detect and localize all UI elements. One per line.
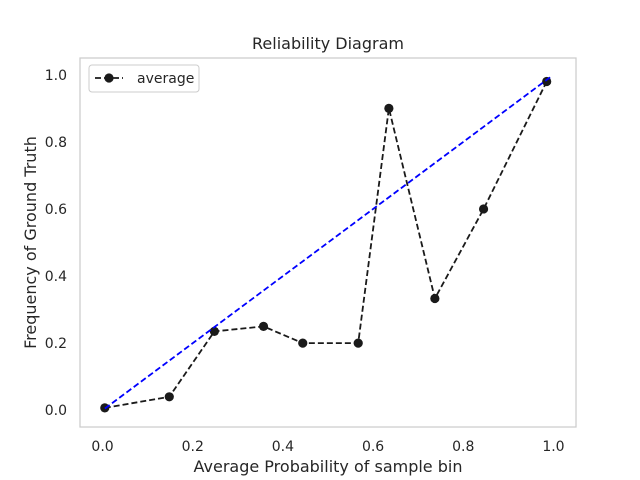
x-tick-label: 0.0 (91, 439, 113, 455)
data-point (384, 103, 394, 113)
x-tick-label: 1.0 (542, 439, 564, 455)
x-axis-label: Average Probability of sample bin (194, 457, 463, 476)
data-point (209, 326, 219, 336)
x-tick-label: 0.4 (272, 439, 294, 455)
x-tick-label: 0.2 (182, 439, 204, 455)
x-tick-labels: 0.0 0.2 0.4 0.6 0.8 1.0 (91, 439, 564, 455)
y-tick-label: 0.6 (45, 202, 67, 218)
data-point (430, 293, 440, 304)
series-line-diagonal (104, 75, 552, 410)
chart-title: Reliability Diagram (252, 34, 404, 53)
x-tick-label: 0.6 (362, 439, 384, 455)
plot-frame (79, 57, 577, 428)
y-tick-label: 1.0 (45, 68, 67, 84)
y-tick-label: 0.2 (45, 336, 67, 352)
x-tick-label: 0.8 (452, 439, 474, 455)
series-line-average (104, 81, 548, 409)
y-axis-label: Frequency of Ground Truth (21, 136, 40, 349)
legend-marker (104, 73, 114, 83)
y-tick-labels: 0.0 0.2 0.4 0.6 0.8 1.0 (45, 68, 67, 419)
y-tick-label: 0.4 (45, 269, 67, 285)
y-tick-label: 0.0 (45, 403, 67, 419)
series-layer (100, 75, 552, 413)
data-point (258, 321, 269, 331)
data-point (353, 338, 363, 348)
data-point (298, 338, 308, 348)
data-point (164, 392, 174, 402)
legend-box (88, 64, 200, 93)
data-point (478, 204, 489, 214)
y-tick-label: 0.8 (45, 135, 67, 151)
legend-label: average (137, 71, 194, 87)
legend: average (88, 64, 200, 93)
